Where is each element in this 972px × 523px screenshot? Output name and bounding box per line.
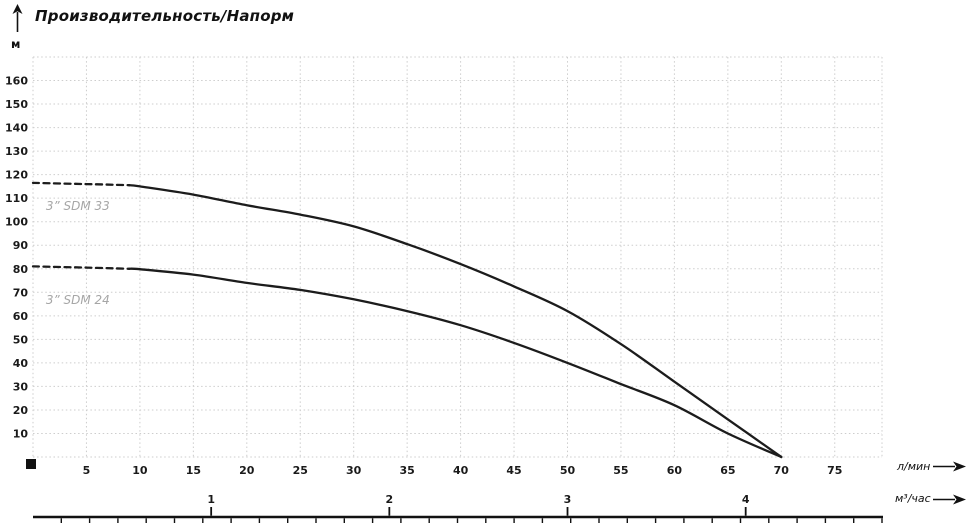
y-tick-label: 80 [13,263,29,276]
x-tick-label: 65 [720,464,735,477]
x-tick-label: 20 [239,464,255,477]
y-tick-label: 100 [5,216,28,229]
y-tick-label: 90 [13,239,29,252]
right-arrow-icon [933,494,966,505]
y-tick-label: 120 [5,169,28,182]
m3h-tick-label: 1 [207,493,215,506]
x-tick-label: 60 [667,464,683,477]
x-tick-label: 50 [560,464,576,477]
y-tick-label: 50 [13,333,29,346]
curve-solid-segment [128,184,783,459]
curve-dashed-segment [31,181,131,187]
y-tick-label: 150 [5,98,28,111]
series-label: 3” SDM 24 [46,293,110,307]
y-tick-label: 140 [5,122,28,135]
x-tick-label: 15 [186,464,201,477]
y-tick-label: 60 [13,310,29,323]
grid [32,56,883,458]
y-tick-label: 20 [13,404,29,417]
x-tick-label: 30 [346,464,362,477]
x-axis-primary-unit-label: л/мин [897,460,931,473]
x-tick-label: 45 [506,464,521,477]
series-2 [31,265,783,459]
x-tick-label: 10 [132,464,148,477]
secondary-axis [33,507,883,523]
m3h-tick-label: 2 [386,493,394,506]
y-tick-label: 30 [13,380,29,393]
y-tick-label: 40 [13,357,29,370]
y-tick-label: 70 [13,286,29,299]
x-tick-label: 55 [613,464,628,477]
origin-marker [26,459,36,469]
x-tick-label: 25 [293,464,308,477]
x-tick-label: 70 [774,464,790,477]
m3h-tick-label: 4 [742,493,750,506]
m3h-tick-label: 3 [564,493,572,506]
up-arrow-icon [12,4,23,32]
curve-dashed-segment [31,265,131,270]
x-tick-label: 5 [83,464,91,477]
x-tick-label: 40 [453,464,469,477]
x-tick-label: 75 [827,464,842,477]
y-tick-label: 130 [5,145,28,158]
series-1 [31,181,783,459]
curve-solid-segment [128,267,783,459]
y-tick-label: 10 [13,427,29,440]
y-axis-unit-label: м [11,37,21,51]
chart-title: Производительность/Напорм [35,7,295,25]
x-axis-secondary-unit-label: м³/час [895,492,931,505]
y-tick-label: 160 [5,75,28,88]
y-tick-label: 110 [5,192,28,205]
x-tick-label: 35 [399,464,414,477]
series-label: 3” SDM 33 [46,199,110,213]
right-arrow-icon [933,461,966,472]
